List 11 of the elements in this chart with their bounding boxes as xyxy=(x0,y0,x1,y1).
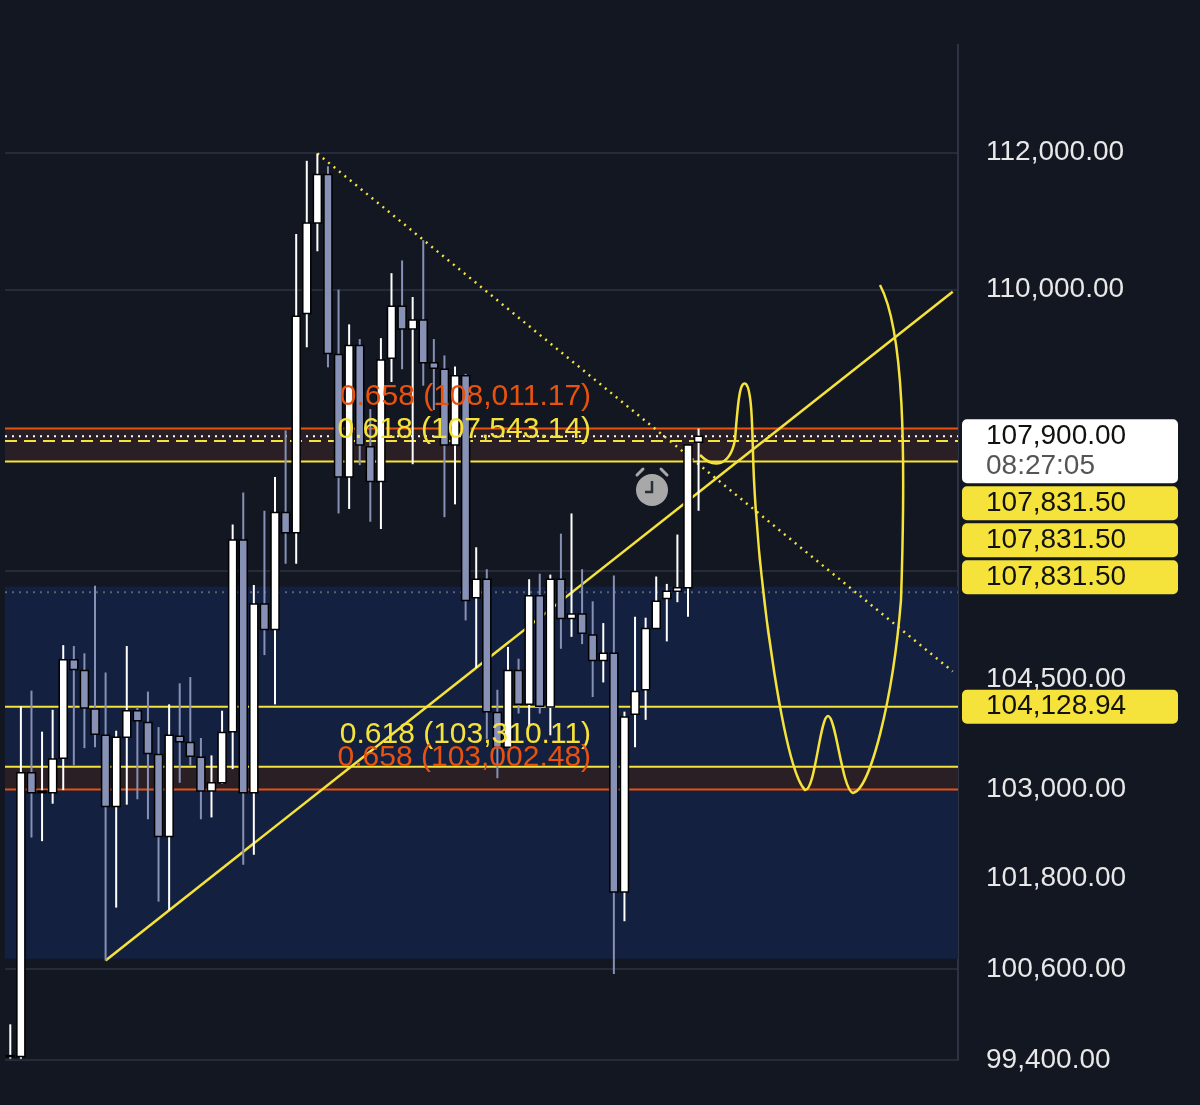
text: 107,831.50 xyxy=(986,522,1127,554)
text: 107,831.50 xyxy=(986,559,1127,591)
y-tick-label: 99,400.00 xyxy=(986,1042,1111,1074)
text: 08:27:05 xyxy=(986,448,1095,480)
y-tick-label: 100,600.00 xyxy=(986,951,1127,983)
y-tick-label: 110,000.00 xyxy=(986,272,1125,304)
ref-line-label: 107,831.50 xyxy=(986,485,1127,517)
y-tick-label: 103,000.00 xyxy=(986,772,1127,804)
y-tick-label: 112,000.00 xyxy=(986,135,1125,167)
y-tick-label: 101,800.00 xyxy=(986,861,1127,893)
ref-line-label: 107,900.00 xyxy=(986,418,1127,450)
